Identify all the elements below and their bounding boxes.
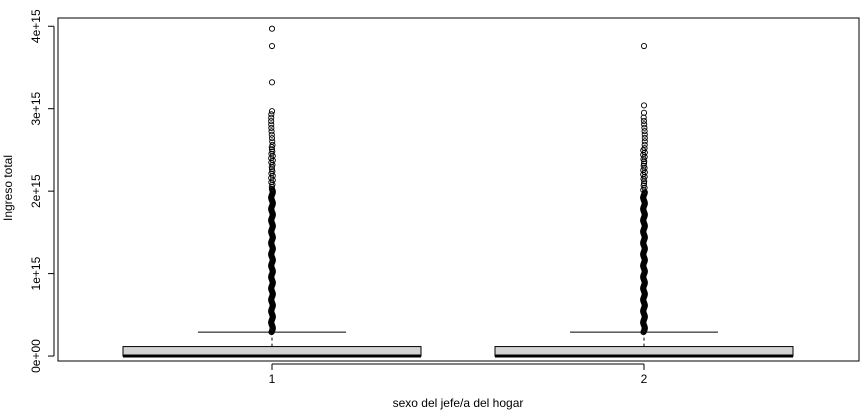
outlier-point [269,148,276,155]
outlier-point [640,42,648,50]
outlier-point [268,79,276,86]
x-tick-label: 2 [641,372,648,386]
outlier-point [640,182,647,189]
x-axis-label: sexo del jefe/a del hogar [393,396,524,410]
outlier-point [268,146,275,153]
outlier-band [640,114,648,336]
y-axis: 0e+00 1e+15 2e+15 3e+15 4e+15 [29,9,55,373]
y-axis-label: Ingreso total [1,155,15,221]
outlier-point [269,168,276,175]
outlier-point [640,160,648,167]
y-tick-label: 1e+15 [29,256,43,290]
outlier-point [640,117,647,124]
x-tick-label: 1 [269,372,276,386]
plot-frame [57,17,860,362]
outlier-point [268,128,275,135]
outlier-point [268,185,275,192]
outlier-band [268,111,276,336]
outlier-point [268,111,275,118]
outlier-point [641,141,648,148]
outlier-point [268,135,276,142]
outlier-point [268,114,275,121]
outlier-point [641,145,648,152]
outlier-point [640,109,648,116]
outlier-point [268,124,275,131]
outlier-point [269,141,276,148]
outlier-point [641,131,648,138]
outlier-point [268,131,275,138]
outlier-point [268,121,275,128]
outlier-point [641,138,648,145]
boxes [122,25,794,358]
outlier-point [641,124,648,131]
y-tick-label: 0e+00 [29,339,43,373]
y-tick-label: 2e+15 [29,174,43,208]
outlier-point [640,114,647,121]
y-tick-label: 3e+15 [29,92,43,126]
y-tick-label: 4e+15 [29,9,43,43]
outlier-point [641,134,648,141]
outlier-point [268,42,276,50]
outlier-point [640,162,647,169]
box-group-2 [494,42,794,358]
box-group-1 [122,25,422,358]
outlier-point [268,108,276,115]
outlier-point [268,118,275,125]
outlier-point [268,166,275,173]
outlier-point [268,25,276,32]
outlier-point [269,138,276,145]
outlier-point [641,121,648,128]
outlier-point [641,180,648,187]
outlier-point [641,128,648,135]
outlier-point [640,102,648,109]
